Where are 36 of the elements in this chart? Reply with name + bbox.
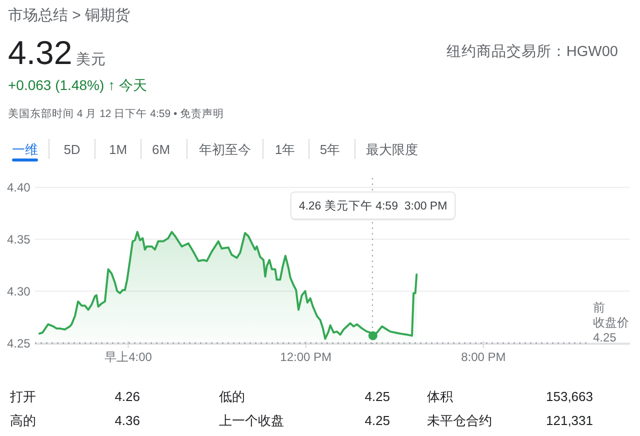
- x-tick-label: 12:00 PM: [280, 350, 332, 364]
- text: 高的: [10, 413, 36, 428]
- y-tick-label: 4.30: [7, 284, 30, 298]
- text: +0.063 (1.48%) ↑ 今天: [8, 77, 147, 93]
- text: 体积: [427, 389, 453, 404]
- text: 4.32: [8, 34, 72, 71]
- annotation: 4.26 美元下午 4:59 3:00 PM: [298, 198, 448, 212]
- text: 1M: [108, 142, 128, 157]
- text: 未平仓合约: [427, 413, 492, 428]
- y-tick-label: 4.25: [7, 336, 30, 350]
- text: 5年: [320, 142, 340, 157]
- text: 6M: [152, 142, 170, 157]
- y-tick-label: 4.35: [7, 232, 30, 246]
- text: 低的: [219, 389, 245, 404]
- text: 美国东部时间 4 月 12 日下午 4:59 • 免责声明: [8, 107, 224, 120]
- y-tick-label: 4.40: [7, 180, 30, 195]
- text: 年初至今: [199, 142, 251, 157]
- text: 4.26: [114, 389, 140, 404]
- text: 美元: [76, 51, 106, 68]
- text: 153,663: [546, 389, 593, 404]
- text: 4.25: [364, 389, 390, 404]
- title: 市场总结 > 铜期货: [8, 7, 130, 24]
- x-tick-label: 8:00 PM: [461, 350, 506, 364]
- text: 4.36: [114, 413, 140, 428]
- text: 最大限度: [366, 142, 418, 157]
- text: 一维: [12, 142, 38, 157]
- tooltip: 4.26 美元下午 4:59 3:00 PM: [290, 192, 456, 220]
- text: 4.25: [364, 413, 390, 428]
- text: 打开: [9, 389, 36, 404]
- text: 121,331: [546, 413, 593, 428]
- text: 上一个收盘: [219, 413, 284, 428]
- x-tick-label: 早上4:00: [104, 350, 152, 364]
- text: 1年: [274, 142, 296, 157]
- text: 5D: [64, 142, 80, 157]
- text: 纽约商品交易所：HGW00: [446, 43, 618, 60]
- ref-line-label: 前收盘价 4.25: [593, 300, 629, 344]
